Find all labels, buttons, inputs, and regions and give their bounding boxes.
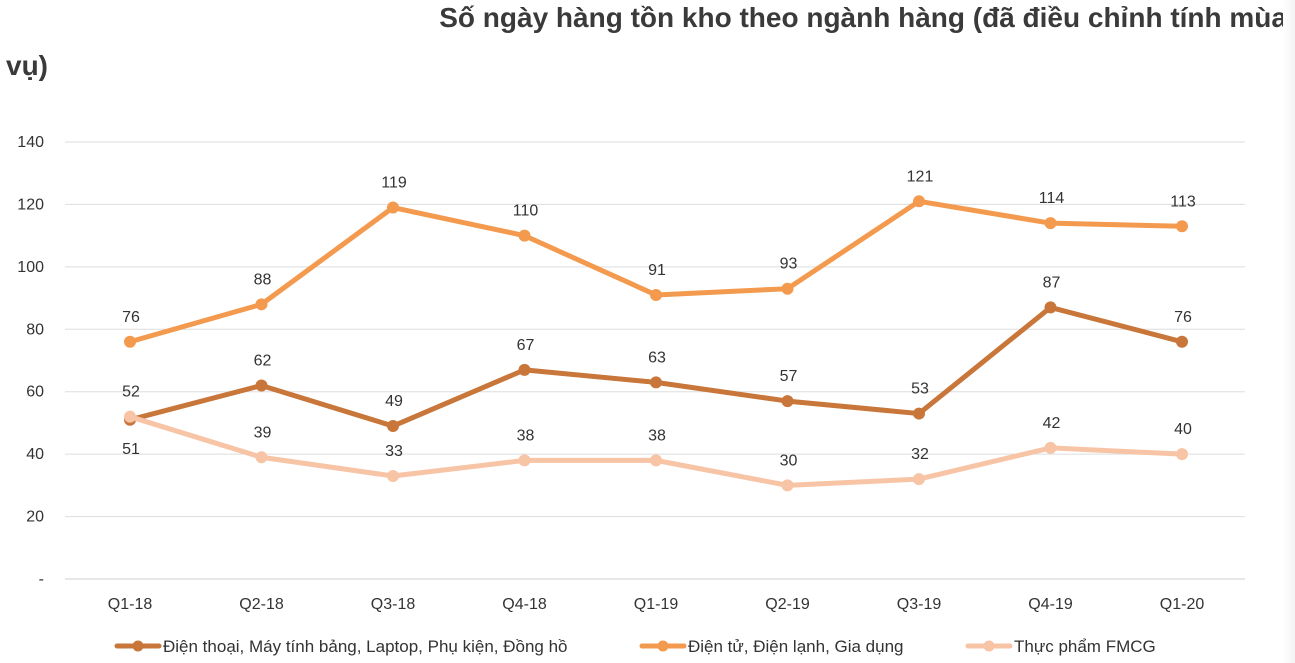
legend-swatch-marker [132, 640, 144, 652]
data-label: 110 [513, 203, 539, 220]
data-point [124, 410, 136, 423]
x-tick-label: Q2-18 [239, 596, 284, 613]
data-point [255, 298, 268, 311]
data-label: 40 [1174, 421, 1192, 438]
data-label: 88 [254, 271, 272, 288]
data-point [781, 479, 794, 492]
data-label: 38 [648, 427, 666, 444]
data-label: 42 [1043, 415, 1061, 432]
y-tick-label: 140 [17, 134, 44, 151]
x-tick-label: Q1-18 [108, 596, 153, 613]
data-label: 33 [385, 443, 403, 460]
data-point [255, 451, 268, 464]
data-label: 67 [517, 337, 535, 354]
data-point [1044, 441, 1057, 454]
x-tick-label: Q3-18 [371, 596, 416, 613]
data-point [913, 195, 925, 208]
data-point [913, 407, 925, 420]
data-point [1176, 335, 1188, 348]
data-label: 93 [780, 256, 798, 273]
legend-swatch-marker [657, 640, 669, 652]
y-tick-label: 80 [26, 321, 44, 338]
data-point [124, 335, 136, 348]
legend-swatch-marker [983, 640, 995, 652]
data-label: 52 [122, 384, 140, 401]
data-label: 57 [780, 368, 798, 385]
x-tick-label: Q1-20 [1160, 596, 1205, 613]
y-tick-label: 20 [26, 509, 44, 526]
data-point [913, 473, 925, 486]
data-label: 49 [385, 393, 403, 410]
data-point [518, 454, 531, 467]
data-point [650, 288, 662, 301]
data-label: 76 [1174, 309, 1192, 326]
data-point [518, 229, 531, 242]
data-point [1176, 220, 1188, 233]
legend-label: Điện tử, Điện lạnh, Gia dụng [688, 637, 904, 656]
data-label: 113 [1170, 193, 1196, 210]
legend-label: Điện thoại, Máy tính bảng, Laptop, Phụ k… [163, 637, 568, 656]
data-label: 62 [254, 352, 272, 369]
data-point [781, 395, 794, 408]
chart-title: Số ngày hàng tồn kho theo ngành hàng (đã… [439, 2, 1287, 33]
data-point [650, 376, 662, 389]
x-tick-label: Q4-18 [502, 596, 547, 613]
data-point [255, 379, 268, 392]
data-point [650, 454, 662, 467]
x-tick-label: Q1-19 [634, 596, 679, 613]
x-tick-label: Q4-19 [1028, 596, 1073, 613]
data-label: 39 [254, 424, 272, 441]
data-label: 119 [381, 175, 407, 192]
x-tick-label: Q2-19 [765, 596, 810, 613]
page-edge-shadow [1283, 0, 1295, 663]
data-label: 114 [1039, 190, 1065, 207]
data-point [1176, 448, 1188, 461]
x-tick-label: Q3-19 [897, 596, 942, 613]
data-label: 51 [122, 441, 140, 458]
y-tick-label: 60 [26, 384, 44, 401]
data-label: 32 [911, 446, 929, 463]
data-point [1044, 301, 1057, 314]
data-label: 87 [1043, 274, 1061, 291]
y-tick-label: - [39, 571, 44, 588]
data-point [387, 420, 399, 433]
data-label: 53 [911, 381, 929, 398]
data-point [387, 469, 399, 482]
y-tick-label: 100 [17, 259, 44, 276]
data-label: 38 [517, 427, 535, 444]
data-point [518, 363, 531, 376]
chart-title-continued: vụ) [6, 50, 48, 81]
data-point [781, 282, 794, 295]
data-label: 63 [648, 349, 666, 366]
data-point [387, 201, 399, 214]
data-label: 121 [907, 168, 934, 185]
data-label: 76 [122, 309, 140, 326]
data-label: 30 [780, 452, 798, 469]
legend-label: Thực phẩm FMCG [1014, 637, 1156, 656]
y-tick-label: 120 [17, 196, 44, 213]
data-point [1044, 217, 1057, 230]
y-tick-label: 40 [26, 446, 44, 463]
data-label: 91 [648, 262, 666, 279]
series-line [127, 304, 1185, 429]
